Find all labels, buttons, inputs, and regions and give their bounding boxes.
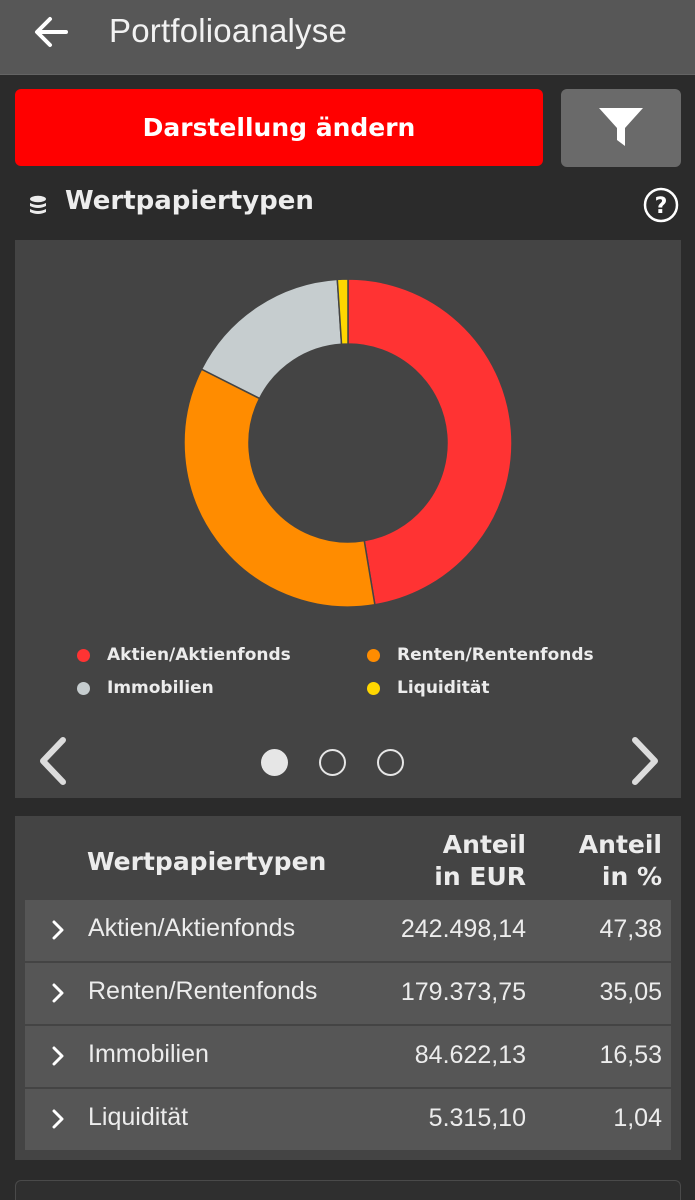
header-name: Wertpapiertypen — [87, 847, 327, 876]
table-row[interactable]: Liquidität 5.315,10 1,04 — [25, 1089, 671, 1150]
legend-label: Liquidität — [397, 678, 490, 698]
chevron-right-icon — [52, 1046, 64, 1066]
chevron-right-icon — [632, 737, 658, 785]
header-share-eur: Anteil in EUR — [434, 829, 526, 893]
table-row[interactable]: Renten/Rentenfonds 179.373,75 35,05 — [25, 963, 671, 1024]
legend-dot — [367, 648, 380, 662]
svg-text:?: ? — [655, 194, 668, 219]
page-title: Portfolioanalyse — [109, 12, 348, 49]
header-share-pct-line2: in % — [601, 862, 662, 891]
chart-card: Aktien/Aktienfonds Renten/Rentenfonds Im… — [15, 240, 681, 798]
next-section-card — [15, 1180, 681, 1200]
row-name: Aktien/Aktienfonds — [88, 914, 296, 942]
donut-slice-3 — [200, 278, 343, 400]
row-name: Renten/Rentenfonds — [88, 977, 318, 1005]
securities-table: Wertpapiertypen Anteil in EUR Anteil in … — [15, 816, 681, 1160]
filter-button[interactable] — [561, 89, 681, 167]
table-row[interactable]: Immobilien 84.622,13 16,53 — [25, 1026, 671, 1087]
change-view-button[interactable]: Darstellung ändern — [15, 89, 543, 166]
legend-label: Aktien/Aktienfonds — [107, 645, 291, 665]
row-name: Immobilien — [88, 1040, 209, 1068]
help-icon: ? — [643, 187, 679, 223]
carousel-dot-1[interactable] — [261, 749, 288, 776]
legend-label: Immobilien — [107, 678, 214, 698]
app-header: Portfolioanalyse — [0, 0, 695, 75]
chevron-left-icon — [40, 737, 66, 785]
arrow-left-icon — [35, 17, 68, 47]
table-row[interactable]: Aktien/Aktienfonds 242.498,14 47,38 — [25, 900, 671, 961]
chevron-right-icon — [52, 1109, 64, 1129]
legend-dot — [77, 648, 90, 662]
carousel-next-button[interactable] — [629, 736, 663, 786]
carousel-prev-button[interactable] — [35, 736, 69, 786]
donut-slice-1 — [347, 278, 513, 606]
row-eur: 242.498,14 — [400, 915, 526, 943]
donut-slice-4 — [336, 278, 349, 346]
donut-chart — [183, 278, 513, 608]
legend-item-aktien: Aktien/Aktienfonds — [77, 645, 291, 665]
row-eur: 179.373,75 — [400, 978, 526, 1006]
filter-icon — [599, 108, 643, 146]
row-eur: 84.622,13 — [414, 1041, 526, 1069]
chevron-right-icon — [52, 920, 64, 940]
header-share-eur-line2: in EUR — [434, 862, 526, 891]
help-button[interactable]: ? — [643, 187, 679, 223]
legend-item-liquiditaet: Liquidität — [367, 678, 489, 698]
donut-slice-2 — [183, 368, 376, 608]
row-eur: 5.315,10 — [428, 1104, 526, 1132]
row-pct: 47,38 — [599, 915, 662, 943]
back-button[interactable] — [26, 13, 74, 53]
row-name: Liquidität — [88, 1103, 189, 1131]
carousel-dot-2[interactable] — [319, 749, 346, 776]
section-title: Wertpapiertypen — [65, 186, 314, 216]
legend-item-renten: Renten/Rentenfonds — [367, 645, 594, 665]
legend-label: Renten/Rentenfonds — [397, 645, 594, 665]
header-share-pct-line1: Anteil — [578, 830, 662, 859]
row-pct: 35,05 — [599, 978, 662, 1006]
row-pct: 1,04 — [613, 1104, 662, 1132]
legend-item-immobilien: Immobilien — [77, 678, 214, 698]
header-share-eur-line1: Anteil — [442, 830, 526, 859]
carousel-dot-3[interactable] — [377, 749, 404, 776]
header-share-pct: Anteil in % — [579, 829, 662, 893]
legend-dot — [367, 681, 380, 695]
chevron-right-icon — [52, 983, 64, 1003]
row-pct: 16,53 — [599, 1041, 662, 1069]
coins-stack-icon — [30, 195, 46, 214]
legend-dot — [77, 681, 90, 695]
